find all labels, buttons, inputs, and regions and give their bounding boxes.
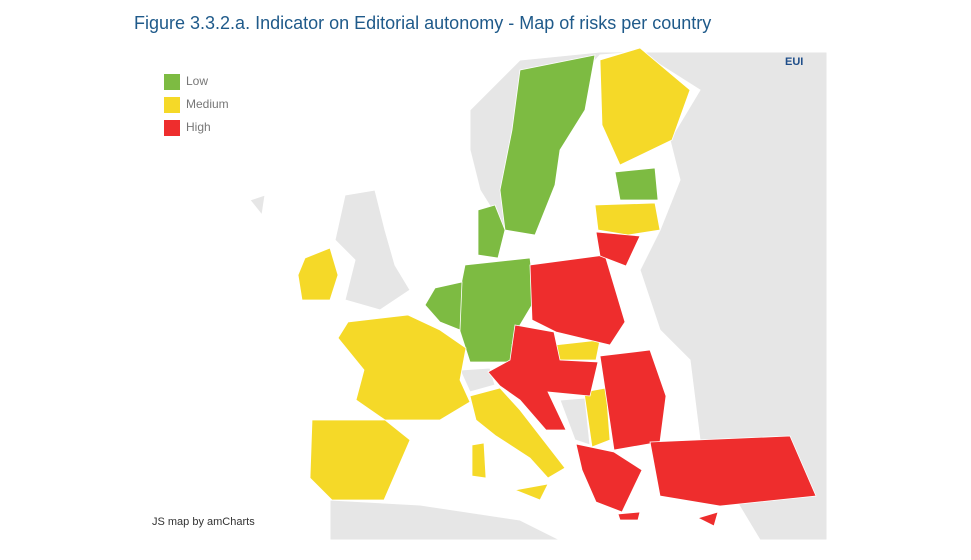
- legend-swatch: [164, 120, 180, 136]
- country: [424, 281, 463, 331]
- country: [469, 387, 566, 479]
- country: [595, 231, 641, 267]
- legend-label: High: [186, 120, 211, 134]
- non-eu-land: [334, 189, 411, 311]
- logo: EUI: [785, 56, 803, 68]
- country: [617, 511, 641, 521]
- country: [477, 204, 506, 259]
- non-eu-land: [329, 499, 561, 541]
- figure-title: Figure 3.3.2.a. Indicator on Editorial a…: [134, 13, 711, 33]
- country: [487, 324, 599, 431]
- country: [696, 511, 719, 527]
- non-eu-land: [249, 194, 266, 217]
- legend-swatch: [164, 97, 180, 113]
- map: [249, 47, 828, 541]
- non-eu-land: [459, 367, 496, 393]
- country: [614, 167, 659, 201]
- legend-label: Medium: [186, 97, 229, 111]
- country: [513, 483, 549, 501]
- non-eu-land: [559, 397, 591, 446]
- country: [575, 443, 643, 513]
- legend-swatch: [164, 74, 180, 90]
- country: [471, 442, 487, 479]
- country: [309, 419, 411, 501]
- legend: Low Medium High: [164, 74, 229, 136]
- country: [649, 435, 817, 507]
- legend-label: Low: [186, 74, 208, 88]
- country: [337, 314, 471, 421]
- country: [599, 47, 691, 166]
- country: [297, 247, 339, 301]
- country: [583, 387, 611, 448]
- credit: JS map by amCharts: [152, 516, 255, 528]
- country: [594, 202, 661, 236]
- country: [499, 54, 596, 236]
